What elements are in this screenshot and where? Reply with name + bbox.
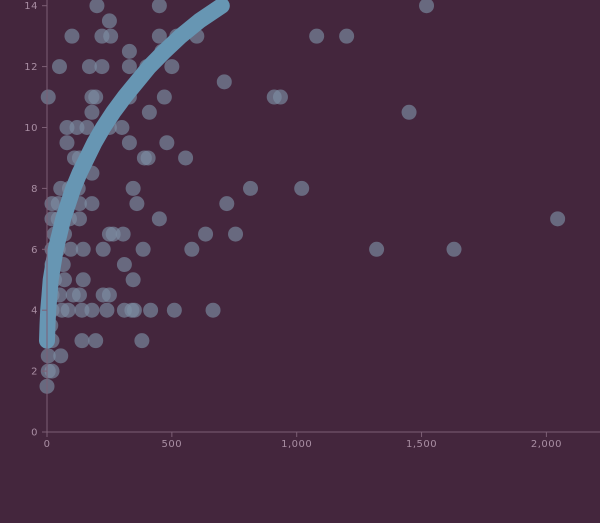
scatter-point	[99, 302, 115, 318]
scatter-point	[339, 28, 355, 44]
scatter-point	[219, 196, 235, 212]
scatter-point	[166, 302, 182, 318]
y-tick-label: 14	[24, 1, 38, 12]
scatter-point	[88, 333, 104, 349]
scatter-point	[121, 59, 137, 75]
trend-line	[39, 0, 230, 349]
x-axis-ticks: 0 500 1,000 1,500 2,000	[44, 432, 562, 450]
scatter-point	[40, 348, 56, 364]
scatter-point	[140, 150, 156, 166]
scatter-point	[89, 0, 105, 14]
scatter-point	[114, 120, 130, 135]
scatter-point	[141, 104, 157, 120]
scatter-points	[39, 0, 566, 394]
scatter-point	[64, 28, 80, 44]
scatter-point	[74, 333, 90, 349]
scatter-point	[184, 241, 200, 257]
y-tick-label: 8	[31, 184, 38, 195]
scatter-point	[178, 150, 194, 166]
y-tick-label: 4	[31, 306, 38, 317]
scatter-point	[84, 302, 100, 318]
scatter-point	[125, 272, 141, 288]
scatter-point	[59, 135, 75, 151]
scatter-point	[125, 180, 141, 196]
scatter-point	[75, 272, 91, 288]
scatter-point	[101, 287, 117, 303]
trend-curve	[39, 0, 230, 349]
scatter-point	[216, 74, 232, 90]
x-tick-label: 1,500	[406, 439, 437, 450]
scatter-point	[401, 104, 417, 120]
scatter-point	[164, 59, 180, 75]
scatter-point	[135, 241, 151, 257]
scatter-point	[126, 302, 142, 318]
scatter-point	[94, 59, 110, 75]
scatter-point	[121, 135, 137, 151]
y-tick-label: 12	[24, 62, 38, 73]
scatter-point	[550, 211, 566, 227]
scatter-point	[101, 13, 117, 29]
scatter-point	[84, 196, 100, 212]
scatter-point	[129, 196, 145, 212]
y-tick-label: 2	[31, 367, 38, 378]
scatter-point	[60, 302, 76, 318]
scatter-point	[84, 104, 100, 120]
scatter-point	[63, 241, 79, 257]
y-tick-label: 10	[24, 123, 38, 134]
scatter-point	[294, 180, 310, 196]
scatter-point	[419, 0, 435, 14]
scatter-point	[198, 226, 214, 242]
scatter-point	[159, 135, 175, 151]
scatter-point	[116, 257, 132, 273]
x-tick-label: 0	[44, 439, 51, 450]
scatter-point	[369, 241, 385, 257]
y-axis-ticks: 0 2 4 6 8 10 12 14	[24, 1, 47, 439]
scatter-point	[272, 89, 288, 105]
scatter-point	[121, 43, 137, 59]
scatter-point	[151, 0, 167, 14]
scatter-point	[81, 59, 97, 75]
scatter-point	[53, 348, 69, 364]
scatter-point	[79, 120, 95, 135]
scatter-point	[156, 89, 172, 105]
x-tick-label: 2,000	[531, 439, 562, 450]
x-tick-label: 1,000	[281, 439, 312, 450]
y-tick-label: 0	[31, 428, 38, 439]
scatter-point	[134, 333, 150, 349]
x-tick-label: 500	[162, 439, 183, 450]
scatter-point	[40, 89, 56, 105]
scatter-point	[143, 302, 159, 318]
scatter-point	[243, 180, 259, 196]
scatter-point	[71, 287, 87, 303]
scatter-point	[151, 211, 167, 227]
scatter-point	[446, 241, 462, 257]
scatter-point	[103, 28, 119, 44]
scatter-point	[95, 241, 111, 257]
axes	[46, 0, 600, 433]
scatter-point	[44, 363, 60, 379]
scatter-point	[309, 28, 325, 44]
scatter-point	[205, 302, 221, 318]
scatter-point	[151, 28, 167, 44]
scatter-point	[51, 59, 67, 75]
scatter-point	[88, 89, 104, 105]
scatter-point	[71, 211, 87, 227]
scatter-point	[56, 272, 72, 288]
scatter-point	[75, 241, 91, 257]
scatter-point	[115, 226, 131, 242]
scatter-point	[228, 226, 244, 242]
y-tick-label: 6	[31, 245, 38, 256]
